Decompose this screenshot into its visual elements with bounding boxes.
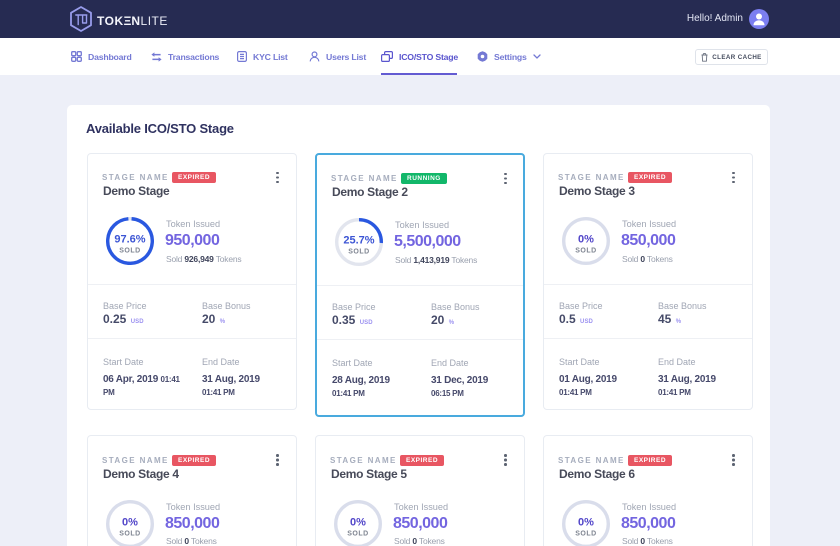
svg-text:0%: 0% [578,516,594,528]
svg-text:SOLD: SOLD [347,530,368,537]
svg-text:SOLD: SOLD [575,248,596,255]
svg-text:SOLD: SOLD [119,530,140,537]
svg-text:SOLD: SOLD [575,530,596,537]
svg-text:0%: 0% [122,516,138,528]
svg-text:0%: 0% [350,516,366,528]
svg-text:0%: 0% [578,234,594,246]
svg-text:25.7%: 25.7% [343,235,374,247]
svg-text:SOLD: SOLD [348,249,369,256]
svg-text:97.6%: 97.6% [114,234,145,246]
svg-text:SOLD: SOLD [119,248,140,255]
